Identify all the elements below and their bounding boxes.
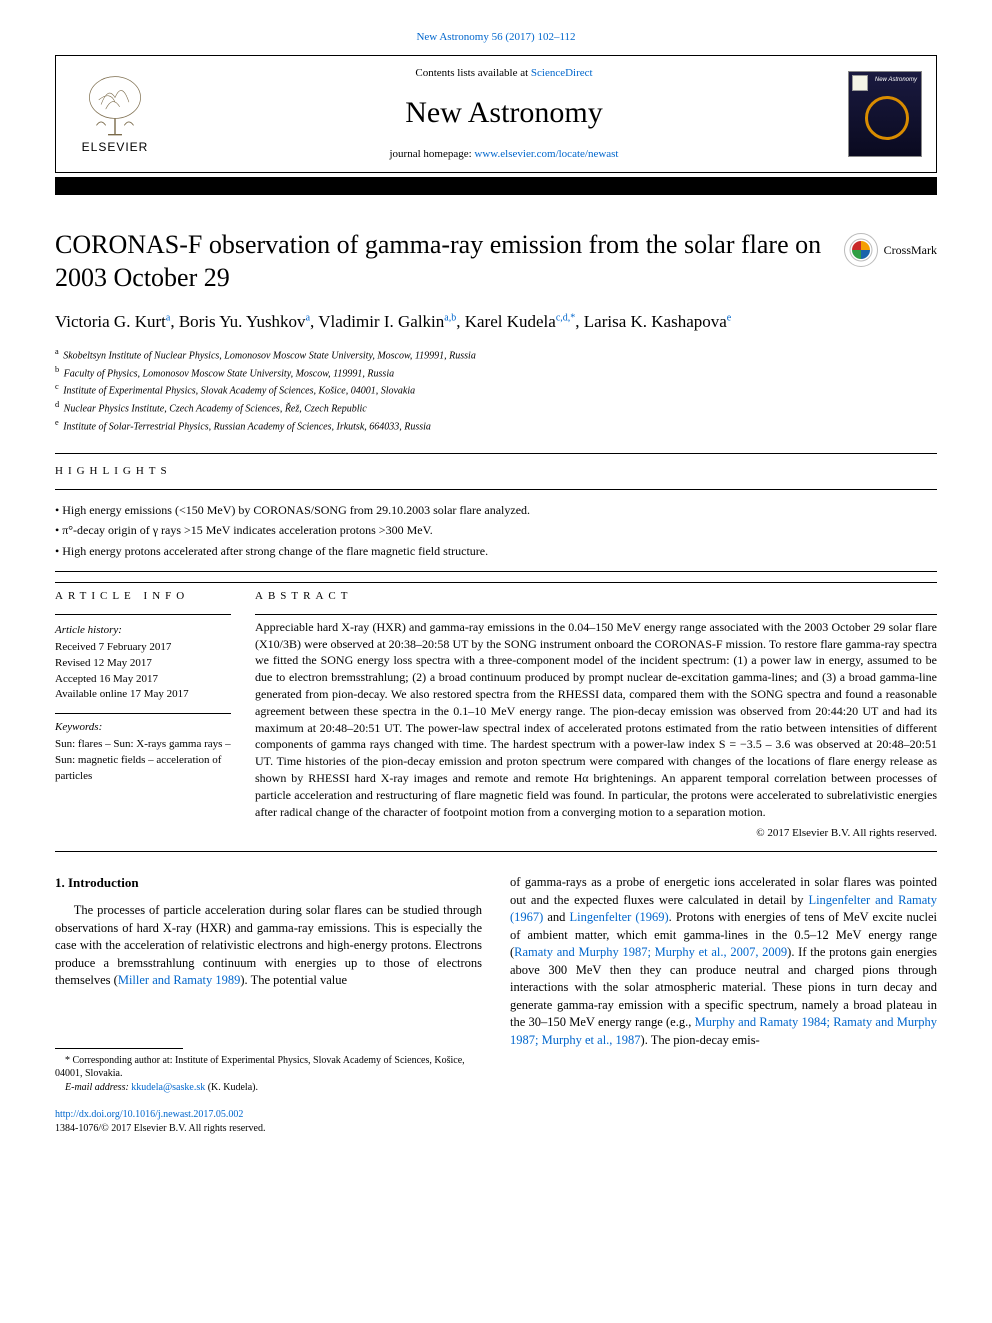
citation-link[interactable]: Murphy and Ramaty 1984; Ramaty and Murph… xyxy=(510,1015,937,1047)
crossmark-label: CrossMark xyxy=(884,242,937,258)
cover-title-text: New Astronomy xyxy=(875,76,917,84)
citation-link[interactable]: Lingenfelter (1969) xyxy=(570,910,669,924)
highlights-label: highlights xyxy=(55,464,937,479)
affiliation-line: a Skobeltsyn Institute of Nuclear Physic… xyxy=(55,346,937,364)
journal-header: ELSEVIER Contents lists available at Sci… xyxy=(55,55,937,173)
article-info-label: article info xyxy=(55,589,231,604)
sciencedirect-link[interactable]: ScienceDirect xyxy=(531,67,593,79)
affiliation-line: d Nuclear Physics Institute, Czech Acade… xyxy=(55,399,937,417)
citation-link[interactable]: Miller and Ramaty 1989 xyxy=(118,973,241,987)
history-line: Accepted 16 May 2017 xyxy=(55,672,231,688)
body-column-right: of gamma-rays as a probe of energetic io… xyxy=(510,874,937,1094)
header-center: Contents lists available at ScienceDirec… xyxy=(160,66,848,162)
abstract-label: abstract xyxy=(255,589,937,604)
affiliation-line: c Institute of Experimental Physics, Slo… xyxy=(55,381,937,399)
intro-heading: 1. Introduction xyxy=(55,874,482,892)
crossmark-badge[interactable]: CrossMark xyxy=(844,233,937,267)
homepage-link[interactable]: www.elsevier.com/locate/newast xyxy=(474,148,618,160)
intro-paragraph-2: of gamma-rays as a probe of energetic io… xyxy=(510,874,937,1049)
black-bar xyxy=(55,177,937,195)
email-label: E-mail address: xyxy=(65,1082,131,1093)
crossmark-icon xyxy=(844,233,878,267)
journal-name: New Astronomy xyxy=(160,93,848,134)
homepage-prefix: journal homepage: xyxy=(390,148,475,160)
affiliations-block: a Skobeltsyn Institute of Nuclear Physic… xyxy=(55,346,937,435)
contents-line: Contents lists available at ScienceDirec… xyxy=(160,66,848,81)
affiliation-line: e Institute of Solar-Terrestrial Physics… xyxy=(55,417,937,435)
abstract-copyright: © 2017 Elsevier B.V. All rights reserved… xyxy=(255,826,937,841)
doi-block: http://dx.doi.org/10.1016/j.newast.2017.… xyxy=(55,1108,937,1135)
elsevier-tree-icon xyxy=(80,72,150,137)
highlight-item: High energy emissions (<150 MeV) by CORO… xyxy=(55,500,937,520)
highlight-item: High energy protons accelerated after st… xyxy=(55,541,937,561)
top-citation[interactable]: New Astronomy 56 (2017) 102–112 xyxy=(55,30,937,45)
history-block: Received 7 February 2017Revised 12 May 2… xyxy=(55,640,231,704)
publisher-label: ELSEVIER xyxy=(82,139,149,155)
intro-paragraph-1: The processes of particle acceleration d… xyxy=(55,902,482,990)
affiliation-line: b Faculty of Physics, Lomonosov Moscow S… xyxy=(55,364,937,382)
history-label: Article history: xyxy=(55,623,231,638)
article-title: CORONAS-F observation of gamma-ray emiss… xyxy=(55,229,832,294)
article-info-column: article info Article history: Received 7… xyxy=(55,582,255,841)
email-footnote: E-mail address: kkudela@saske.sk (K. Kud… xyxy=(55,1081,482,1095)
citation-link[interactable]: Ramaty and Murphy 1987; Murphy et al., 2… xyxy=(514,945,787,959)
abstract-column: abstract Appreciable hard X-ray (HXR) an… xyxy=(255,582,937,841)
body-two-columns: 1. Introduction The processes of particl… xyxy=(55,874,937,1094)
corresponding-author-footnote: * Corresponding author at: Institute of … xyxy=(55,1054,482,1081)
doi-link[interactable]: http://dx.doi.org/10.1016/j.newast.2017.… xyxy=(55,1109,243,1120)
body-column-left: 1. Introduction The processes of particl… xyxy=(55,874,482,1094)
highlight-item: π°-decay origin of γ rays >15 MeV indica… xyxy=(55,520,937,540)
abstract-text: Appreciable hard X-ray (HXR) and gamma-r… xyxy=(255,619,937,821)
history-line: Revised 12 May 2017 xyxy=(55,656,231,672)
keywords-label: Keywords: xyxy=(55,720,231,735)
email-link[interactable]: kkudela@saske.sk xyxy=(131,1082,205,1093)
highlights-list: High energy emissions (<150 MeV) by CORO… xyxy=(55,500,937,561)
contents-prefix: Contents lists available at xyxy=(415,67,530,79)
journal-cover-thumbnail: New Astronomy xyxy=(848,71,922,157)
authors-line: Victoria G. Kurta, Boris Yu. Yushkova, V… xyxy=(55,310,937,334)
email-who: (K. Kudela). xyxy=(205,1082,258,1093)
keywords-text: Sun: flares – Sun: X-rays gamma rays – S… xyxy=(55,737,231,785)
history-line: Received 7 February 2017 xyxy=(55,640,231,656)
homepage-line: journal homepage: www.elsevier.com/locat… xyxy=(160,147,848,162)
history-line: Available online 17 May 2017 xyxy=(55,687,231,703)
issn-copyright: 1384-1076/© 2017 Elsevier B.V. All right… xyxy=(55,1122,937,1136)
elsevier-logo: ELSEVIER xyxy=(70,69,160,159)
